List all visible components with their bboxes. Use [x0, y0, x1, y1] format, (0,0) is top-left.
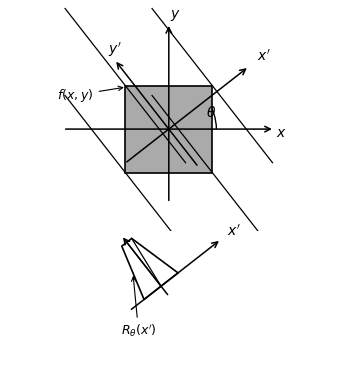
Text: $y'$: $y'$ — [108, 41, 121, 59]
Text: $x$: $x$ — [276, 126, 287, 140]
Text: $x'$: $x'$ — [227, 223, 240, 239]
Text: $\theta$: $\theta$ — [205, 105, 216, 120]
Text: $R_{\theta}(x')$: $R_{\theta}(x')$ — [121, 277, 156, 340]
Text: $f(x,y)$: $f(x,y)$ — [57, 86, 123, 104]
Text: $y$: $y$ — [170, 8, 181, 23]
Polygon shape — [125, 85, 212, 172]
Text: $x'$: $x'$ — [257, 49, 271, 64]
